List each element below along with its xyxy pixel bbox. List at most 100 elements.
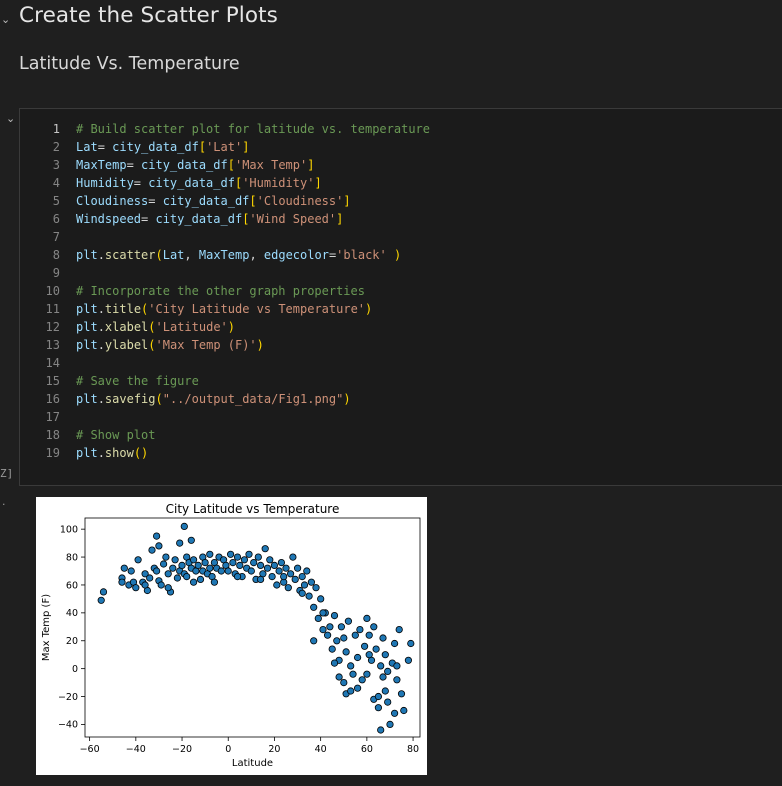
code-line: 4 Humidity= city_data_df['Humidity'] [20, 174, 782, 192]
scatter-point [224, 567, 232, 575]
scatter-point [287, 570, 295, 578]
scatter-point [397, 690, 406, 698]
output-marker-icon: · [2, 498, 6, 511]
code-token: . [97, 302, 105, 316]
scatter-point [372, 645, 380, 653]
cell-collapse-chevron-icon[interactable]: ⌄ [6, 112, 16, 125]
scatter-point [358, 676, 366, 684]
line-number: 8 [52, 248, 60, 262]
y-tick-label: 100 [60, 524, 78, 535]
scatter-point [404, 656, 412, 664]
code-token: = [126, 158, 142, 172]
scatter-point [270, 561, 278, 570]
code-editor[interactable]: 1 # Build scatter plot for latitude vs. t… [20, 120, 782, 462]
scatter-point [217, 567, 225, 575]
code-text: plt.title('City Latitude vs Temperature'… [76, 300, 372, 318]
x-tick-label: 0 [225, 744, 231, 755]
scatter-point [291, 575, 299, 584]
code-text: # Show plot [76, 426, 155, 444]
code-token: # Save the figure [76, 374, 199, 388]
code-line: 13 plt.ylabel('Max Temp (F)') [20, 336, 782, 354]
y-tick-label: 20 [66, 636, 78, 647]
scatter-point [370, 623, 378, 631]
scatter-point [353, 684, 362, 692]
code-text: plt.scatter(Lat, MaxTemp, edgecolor='bla… [76, 246, 401, 264]
scatter-point [206, 564, 214, 572]
code-text: Humidity= city_data_df['Humidity'] [76, 174, 322, 192]
code-token: () [133, 446, 149, 460]
line-number: 4 [52, 176, 60, 190]
chart-title: City Latitude vs Temperature [166, 502, 340, 516]
scatter-point [210, 578, 218, 586]
scatter-point [303, 567, 311, 575]
code-token: 'black' [336, 248, 387, 262]
code-token: Lat [162, 248, 185, 262]
code-token: ) [227, 320, 235, 334]
code-text: MaxTemp= city_data_df['Max Temp'] [76, 156, 314, 174]
scatter-point [317, 595, 325, 603]
code-token: ] [314, 176, 322, 190]
line-number: 17 [45, 410, 60, 424]
scatter-point [263, 564, 272, 572]
code-token: 'City Latitude vs Temperature' [148, 302, 366, 316]
line-number: 11 [45, 302, 60, 316]
code-token: 'Humidity' [242, 176, 315, 190]
scatter-point [351, 631, 359, 639]
code-token: . [97, 248, 105, 262]
code-token: plt [76, 302, 98, 316]
scatter-point [319, 626, 327, 634]
line-number: 16 [45, 392, 60, 406]
scatter-point [323, 631, 332, 639]
y-tick-label: 40 [66, 608, 78, 619]
y-tick-label: −20 [58, 692, 78, 703]
scatter-point [171, 556, 179, 564]
scatter-point [293, 564, 302, 572]
code-token: city_data_df [148, 176, 235, 190]
collapse-chevron-icon[interactable]: ⌄ [1, 13, 11, 26]
scatter-point [169, 564, 177, 572]
y-axis-label: Max Temp (F) [41, 594, 52, 661]
code-line: 10 # Incorporate the other graph properti… [20, 282, 782, 300]
y-tick-label: 0 [72, 664, 78, 675]
scatter-point [326, 623, 334, 631]
code-token: city_data_df [162, 194, 250, 208]
scatter-point [196, 575, 205, 584]
code-token: [ [249, 194, 257, 208]
code-token: edgecolor [263, 248, 329, 262]
y-tick-label: −40 [58, 720, 78, 731]
code-token: = [148, 194, 163, 208]
code-token [387, 248, 394, 262]
y-tick-label: 80 [66, 552, 78, 563]
scatter-point [183, 573, 191, 581]
scatter-point [229, 558, 237, 567]
code-token: 'Wind Speed' [249, 212, 337, 226]
scatter-point [206, 550, 214, 558]
line-number: 6 [52, 212, 60, 226]
code-token: MaxTemp [198, 248, 250, 262]
code-line: 15 # Save the figure [20, 372, 782, 390]
scatter-point [118, 578, 126, 586]
code-token: ) [256, 338, 264, 352]
code-token: = [328, 248, 337, 262]
code-token: ) [393, 248, 402, 262]
code-token: plt [76, 248, 98, 262]
scatter-point [342, 648, 350, 656]
code-cell[interactable]: 1 # Build scatter plot for latitude vs. t… [19, 108, 782, 486]
scatter-point [233, 573, 242, 581]
scatter-plot-figure: −60 −40 −20 0 20 40 60 80 −40 −20 0 20 40 60 80 100 City… [36, 497, 427, 775]
scatter-point [335, 673, 343, 681]
y-tick-label: 60 [66, 580, 78, 591]
code-text: # Incorporate the other graph properties [76, 282, 365, 300]
code-token: city_data_df [155, 212, 243, 226]
scatter-point [310, 603, 318, 611]
line-number: 7 [52, 230, 60, 244]
plot-frame [84, 517, 421, 738]
scatter-point [247, 567, 255, 575]
scatter-point [257, 575, 265, 584]
line-number: 5 [52, 194, 60, 208]
line-number: 15 [45, 374, 60, 388]
code-token: . [97, 320, 105, 334]
scatter-point [390, 709, 399, 717]
scatter-point [261, 545, 269, 553]
scatter-point [180, 522, 188, 530]
